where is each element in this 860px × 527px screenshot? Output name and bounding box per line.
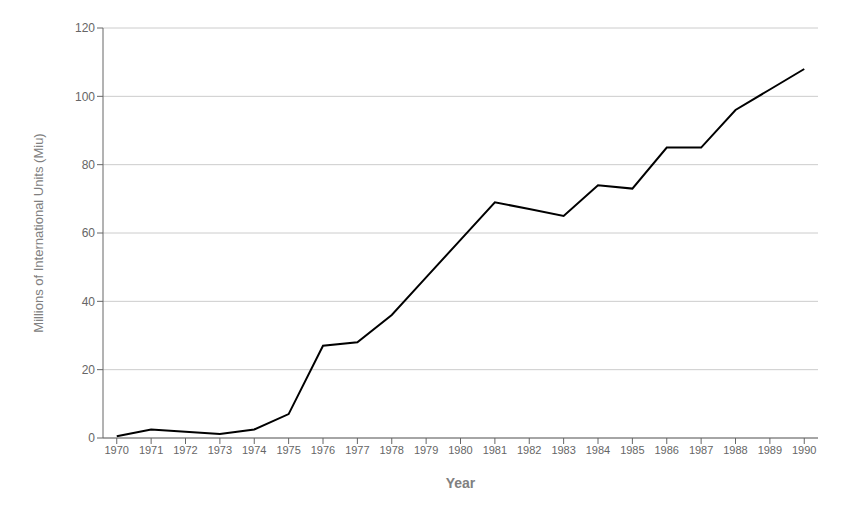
- svg-text:1984: 1984: [586, 444, 610, 456]
- svg-text:Year: Year: [446, 475, 476, 491]
- svg-text:1988: 1988: [723, 444, 747, 456]
- svg-text:120: 120: [75, 21, 95, 35]
- svg-text:1976: 1976: [311, 444, 335, 456]
- svg-text:1978: 1978: [380, 444, 404, 456]
- svg-text:Millions of International Unit: Millions of International Units (Miu): [31, 133, 46, 332]
- svg-text:1974: 1974: [242, 444, 266, 456]
- svg-text:1975: 1975: [276, 444, 300, 456]
- svg-text:1986: 1986: [655, 444, 679, 456]
- svg-text:60: 60: [82, 226, 96, 240]
- svg-text:1990: 1990: [792, 444, 816, 456]
- svg-text:1987: 1987: [689, 444, 713, 456]
- svg-text:1970: 1970: [105, 444, 129, 456]
- svg-text:1977: 1977: [345, 444, 369, 456]
- svg-text:1981: 1981: [483, 444, 507, 456]
- svg-text:1971: 1971: [139, 444, 163, 456]
- svg-text:1972: 1972: [173, 444, 197, 456]
- svg-text:40: 40: [82, 295, 96, 309]
- svg-text:80: 80: [82, 158, 96, 172]
- svg-text:100: 100: [75, 90, 95, 104]
- svg-text:0: 0: [88, 431, 95, 445]
- svg-text:1985: 1985: [620, 444, 644, 456]
- svg-text:1989: 1989: [758, 444, 782, 456]
- svg-text:1982: 1982: [517, 444, 541, 456]
- svg-text:1980: 1980: [448, 444, 472, 456]
- svg-text:20: 20: [82, 363, 96, 377]
- svg-text:1983: 1983: [551, 444, 575, 456]
- svg-text:1979: 1979: [414, 444, 438, 456]
- svg-text:1973: 1973: [208, 444, 232, 456]
